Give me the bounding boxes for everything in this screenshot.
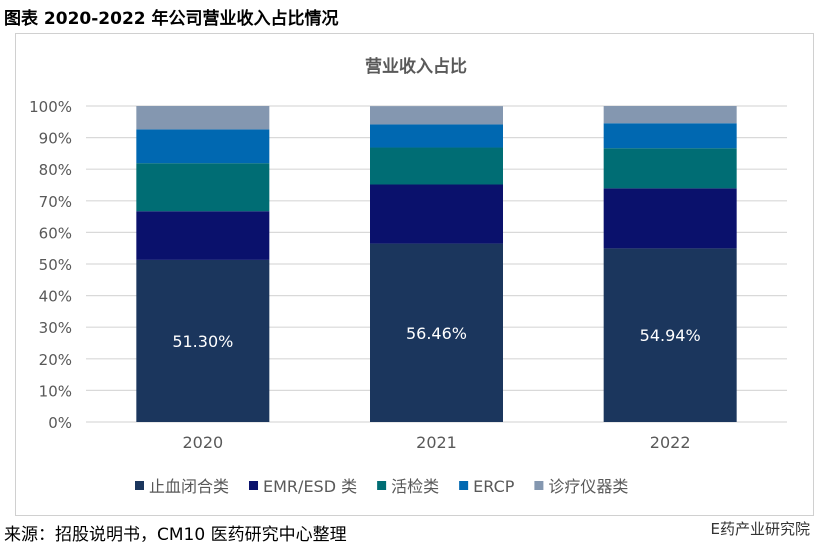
y-tick-label: 60%: [39, 224, 72, 242]
y-tick-label: 20%: [39, 351, 72, 369]
data-label: 56.46%: [406, 324, 467, 343]
y-tick-label: 0%: [48, 414, 72, 432]
y-tick-label: 30%: [39, 319, 72, 337]
legend-label: ERCP: [473, 477, 515, 496]
bar-segment: [136, 259, 270, 422]
data-label: 51.30%: [172, 332, 233, 351]
bar-segment: [136, 211, 270, 260]
bar-segment: [603, 106, 737, 124]
legend-label: 活检类: [391, 477, 439, 496]
figure-title: 图表 2020-2022 年公司营业收入占比情况: [4, 9, 339, 29]
bar-segment: [370, 243, 503, 422]
bar-segment: [603, 188, 737, 249]
bar-segment: [136, 106, 270, 130]
y-tick-label: 90%: [39, 130, 72, 148]
bar-segment: [136, 163, 270, 212]
legend-label: EMR/ESD 类: [263, 477, 357, 496]
legend-swatch: [459, 481, 469, 490]
y-tick-label: 100%: [29, 98, 72, 116]
y-tick-label: 10%: [39, 382, 72, 400]
bar-segment: [370, 106, 503, 125]
x-tick-label: 2021: [416, 433, 457, 452]
chart-title: 营业收入占比: [365, 57, 467, 77]
chart-frame: [15, 33, 814, 516]
bar-segment: [603, 123, 737, 149]
bar-segment: [370, 184, 503, 244]
legend-label: 止血闭合类: [149, 477, 229, 496]
x-tick-label: 2020: [182, 433, 223, 452]
legend-swatch: [135, 481, 144, 490]
y-tick-label: 50%: [39, 256, 72, 274]
data-label: 54.94%: [640, 326, 701, 345]
x-tick-label: 2022: [650, 433, 691, 452]
legend-swatch: [249, 481, 259, 490]
watermark: E药产业研究院: [710, 520, 810, 538]
bar-segment: [603, 148, 737, 189]
y-tick-label: 40%: [39, 288, 72, 306]
bar-segment: [370, 147, 503, 185]
legend-swatch: [377, 481, 387, 490]
bar-segment: [603, 248, 737, 422]
y-tick-label: 80%: [39, 161, 72, 179]
bar-segment: [370, 124, 503, 148]
legend-label: 诊疗仪器类: [548, 477, 628, 496]
y-tick-label: 70%: [39, 193, 72, 211]
legend-swatch: [534, 481, 544, 490]
bar-segment: [136, 129, 270, 164]
source-note: 来源：招股说明书，CM10 医药研究中心整理: [4, 525, 347, 545]
